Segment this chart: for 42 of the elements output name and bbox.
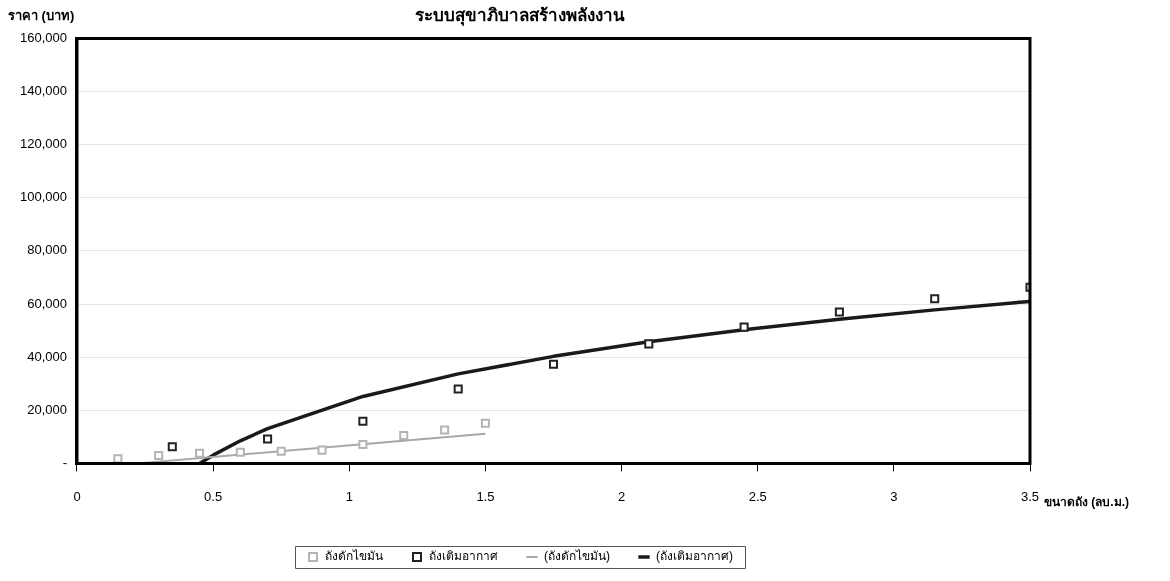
legend-label: ถังเติมอากาศ — [429, 549, 499, 564]
x-tick-label: 1 — [345, 488, 353, 504]
x-tick-label: 1.5 — [476, 488, 495, 504]
point — [235, 447, 245, 457]
point — [399, 430, 409, 441]
legend-label: ถังดักไขมัน — [325, 549, 384, 564]
x-tick-label: 2 — [617, 488, 626, 504]
point — [194, 448, 205, 458]
point — [644, 339, 654, 349]
point — [154, 450, 164, 460]
point — [548, 359, 559, 369]
y-tick-label: 160,000 — [19, 29, 67, 45]
legend-label: (ถังเติมอากาศ) — [656, 549, 733, 564]
y-tick-label: 120,000 — [19, 136, 67, 152]
point — [276, 446, 286, 456]
point — [739, 322, 749, 332]
point — [358, 440, 368, 450]
x-tick-label: 0 — [73, 488, 81, 504]
point — [358, 416, 368, 426]
y-tick-label: 60,000 — [27, 295, 67, 311]
y-tick-label: 100,000 — [19, 189, 67, 205]
y-tick-label: 140,000 — [19, 83, 67, 99]
point — [263, 434, 273, 444]
y-tick-label: 40,000 — [27, 348, 67, 364]
y-tick-label: 80,000 — [27, 242, 67, 258]
x-tick-label: 2.5 — [748, 488, 767, 504]
point — [480, 418, 490, 428]
point — [440, 425, 450, 435]
legend-label: (ถังดักไขมัน) — [544, 549, 611, 564]
point — [317, 445, 327, 455]
x-tick-label: 0.5 — [204, 488, 223, 504]
chart-title: ระบบสุขาภิบาลสร้างพลังงาน — [415, 5, 625, 26]
x-tick-label: 3 — [890, 488, 898, 504]
point — [453, 384, 463, 394]
y-tick-label: 20,000 — [27, 401, 67, 417]
x-axis-title: ขนาดถัง (ลบ.ม.) — [1044, 494, 1129, 509]
point — [930, 294, 940, 304]
y-tick-label: - — [62, 454, 67, 470]
point — [834, 307, 844, 317]
y-axis-title: ราคา (บาท) — [8, 7, 75, 23]
x-tick-label: 3.5 — [1020, 488, 1040, 504]
point — [167, 442, 177, 452]
